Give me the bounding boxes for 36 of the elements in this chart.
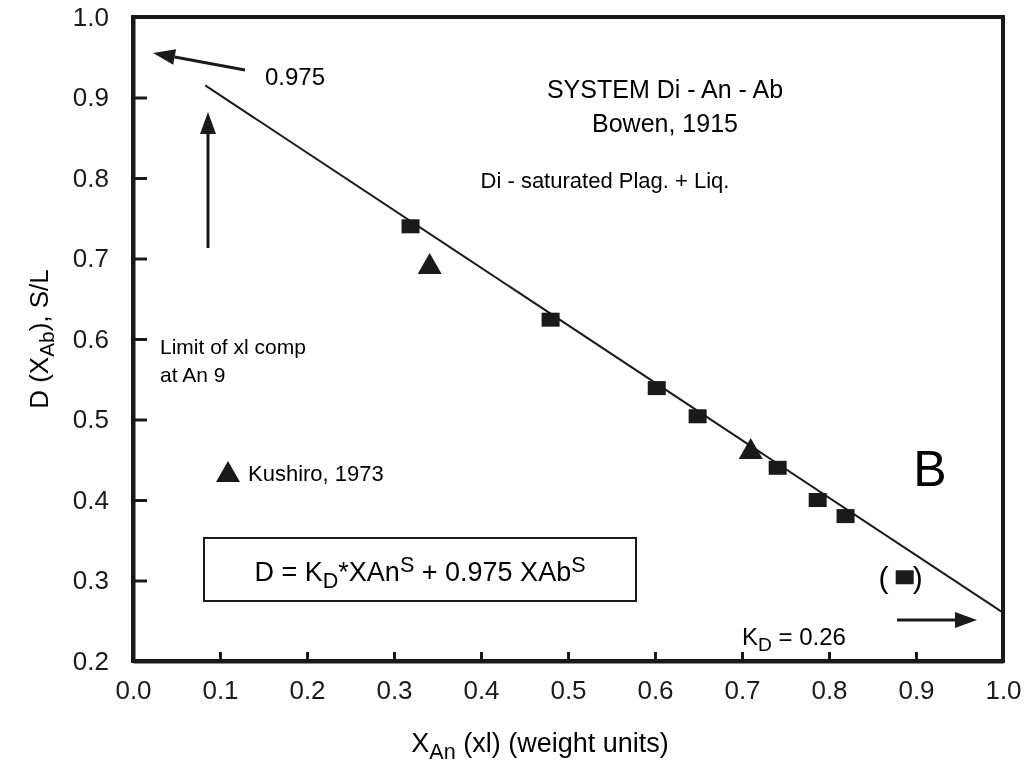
y-tick-label: 0.8 — [72, 162, 109, 193]
y-tick-label: 0.3 — [72, 565, 109, 596]
y-tick-label: 0.4 — [72, 484, 109, 515]
y-tick-label: 0.5 — [72, 404, 109, 435]
x-tick-label: 0.8 — [811, 675, 848, 706]
annotation: K$_{D}$ = 0.26 — [742, 623, 846, 655]
y-tick-label: 0.2 — [72, 645, 109, 676]
x-tick-label: 0.7 — [724, 675, 761, 706]
point — [836, 509, 855, 524]
annotation: ( ) — [878, 561, 931, 595]
y-tick-label: 0.9 — [72, 82, 109, 113]
annotation: D = K$_{D}$*XAn$^{S}$ + 0.975 XAb$^{S}$ — [254, 552, 586, 593]
annotation: B — [913, 441, 947, 497]
y-tick-label: 0.7 — [72, 243, 109, 274]
point — [808, 493, 827, 507]
x-tick-label: 0.0 — [115, 675, 152, 706]
x-tick-label: 0.6 — [637, 675, 674, 706]
text: SYSTEM Di - An - Ab — [546, 75, 784, 103]
point — [541, 312, 560, 327]
y-tick-label: 1.0 — [72, 1, 109, 32]
x-tick-label: 0.9 — [898, 675, 935, 706]
x-tick-label: 0.3 — [376, 675, 413, 706]
y-tick-label: 0.6 — [72, 323, 109, 354]
x-tick-label: 0.5 — [550, 675, 587, 706]
text: Bowen, 1915 — [592, 109, 738, 137]
annotation: 0.975 — [265, 63, 326, 90]
legend-label: Kushiro, 1973 — [248, 461, 384, 486]
point — [895, 570, 914, 585]
x-tick-label: 0.2 — [289, 675, 326, 706]
x-axis-title: X$_{An}$ (xl) (weight units) — [411, 728, 669, 764]
annotation: Di - saturated Plag. + Liq. — [480, 168, 730, 193]
x-tick-label: 1.0 — [985, 675, 1022, 706]
x-tick-label: 0.1 — [202, 675, 239, 706]
point — [417, 252, 442, 274]
x-tick-label: 0.4 — [463, 675, 500, 706]
annotation: Limit of xl comp at An 9 — [160, 335, 306, 386]
